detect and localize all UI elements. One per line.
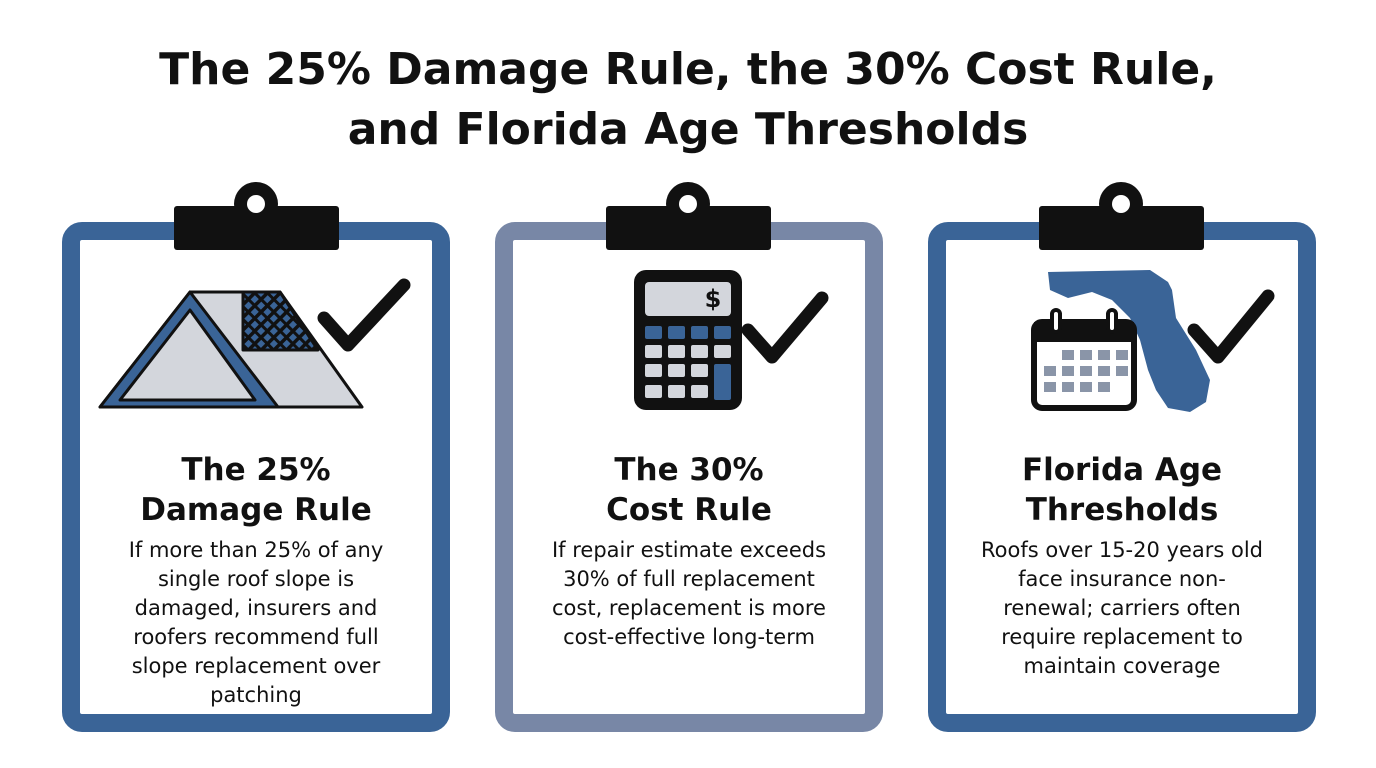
svg-text:$: $ [705,285,722,313]
title-line: The 25% Damage Rule, the 30% Cost Rule, [159,44,1217,95]
roof-icon [98,278,411,409]
card-heading: Florida Age Thresholds [946,450,1298,530]
body-line: damaged, insurers and [134,596,378,620]
heading-line: The 30% [614,452,764,488]
body-line: maintain coverage [1023,654,1221,678]
body-line: patching [210,683,302,707]
clipboard-card: The 25% Damage Rule If more than 25% of a… [62,222,450,732]
card-heading: The 30% Cost Rule [513,450,865,530]
heading-line: Cost Rule [606,492,772,528]
florida-calendar-icon [1031,270,1275,412]
heading-line: Damage Rule [140,492,372,528]
card-heading: The 25% Damage Rule [80,450,432,530]
body-line: slope replacement over [131,654,381,678]
clipboard-card: Florida Age Thresholds Roofs over 15-20 y… [928,222,1316,732]
body-line: single roof slope is [157,567,355,591]
heading-line: Thresholds [1025,492,1219,528]
body-line: If repair estimate exceeds [551,538,827,562]
body-line: require replacement to [1001,625,1243,649]
card-body: If more than 25% of any single roof slope… [80,536,432,710]
heading-line: Florida Age [1021,452,1223,488]
clip [174,182,1204,250]
body-line: If more than 25% of any [128,538,384,562]
body-line: face insurance non- [1018,567,1226,591]
body-line: cost, replacement is more [552,596,826,620]
card-body: If repair estimate exceeds 30% of full re… [513,536,865,652]
heading-line: The 25% [181,452,331,488]
title-line: and Florida Age Thresholds [347,104,1029,155]
calculator-icon: $ [634,270,829,410]
body-line: roofers recommend full [133,625,379,649]
body-line: Roofs over 15-20 years old [980,538,1264,562]
body-line: cost-effective long-term [563,625,815,649]
card-body: Roofs over 15-20 years old face insurance… [946,536,1298,681]
body-line: renewal; carriers often [1003,596,1241,620]
body-line: 30% of full replacement [563,567,815,591]
